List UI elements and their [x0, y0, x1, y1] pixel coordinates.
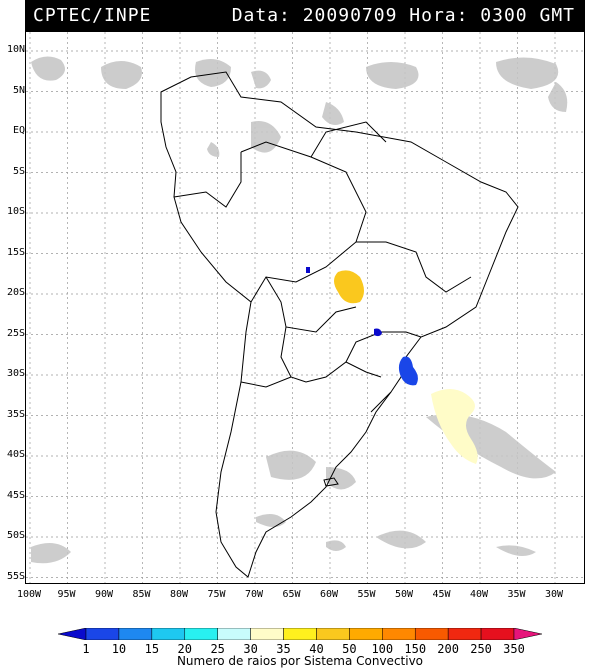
legend-label: 50 [342, 642, 357, 656]
lat-label: 5S [12, 165, 25, 177]
legend-label: 150 [404, 642, 427, 656]
legend-swatch [349, 628, 383, 640]
legend-label: 350 [503, 642, 525, 656]
cloud-cover [31, 56, 568, 564]
color-legend [58, 628, 542, 640]
legend-swatch [316, 628, 350, 640]
graticule [26, 32, 584, 583]
lat-label: 5N [12, 84, 25, 96]
legend-swatch [414, 628, 449, 640]
lat-label: 10N [6, 44, 25, 55]
legend-swatch [184, 628, 218, 640]
lon-label: 45W [432, 589, 451, 600]
legend-swatch [283, 628, 317, 640]
legend-label: 250 [470, 642, 492, 656]
lon-label: 40W [469, 589, 489, 600]
country-borders [160, 71, 519, 578]
hour-value: 0300 GMT [480, 5, 575, 26]
lon-label: 35W [507, 589, 526, 600]
legend-swatch [382, 628, 416, 640]
hour-label: Hora: [409, 5, 469, 26]
legend-label: 200 [437, 642, 459, 656]
lon-label: 100W [16, 589, 42, 600]
map-header: CPTEC/INPE Data: 20090709 Hora: 0300 GMT [25, 0, 585, 31]
lon-label: 75W [207, 589, 226, 600]
legend-label: 25 [210, 642, 225, 656]
lon-label: 30W [544, 589, 564, 600]
date-value: 20090709 [302, 5, 398, 26]
legend-label: 100 [371, 642, 394, 656]
legend-swatch [217, 628, 251, 640]
legend-swatch [85, 628, 120, 640]
convective-systems [306, 267, 478, 464]
lat-label: 30S [6, 368, 25, 379]
legend-label: 1 [82, 642, 90, 656]
lat-label: 45S [6, 489, 25, 501]
legend-label: 15 [144, 642, 160, 656]
legend-label: 20 [177, 642, 192, 656]
lon-label: 95W [57, 589, 76, 600]
lat-label: 20S [6, 287, 25, 298]
lon-label: 70W [244, 589, 264, 600]
legend-swatch [151, 628, 186, 640]
lat-label: EQ [12, 125, 25, 136]
lat-label: 25S [6, 327, 25, 339]
map-area [25, 31, 585, 584]
date-time-label: Data: 20090709 Hora: 0300 GMT [232, 5, 575, 26]
legend-label: 40 [309, 642, 324, 656]
legend-swatch [250, 628, 284, 640]
lon-label: 55W [357, 589, 376, 600]
lon-label: 85W [132, 589, 151, 600]
lat-label: 15S [6, 246, 25, 258]
agency-label: CPTEC/INPE [33, 5, 152, 26]
legend-label: 10 [111, 642, 127, 656]
legend-swatch [58, 628, 87, 640]
legend-swatch [447, 628, 482, 640]
lon-label: 50W [394, 589, 414, 600]
lat-label: 50S [6, 530, 25, 541]
lon-label: 65W [282, 589, 301, 600]
lat-label: 35S [6, 408, 25, 420]
legend-label: 35 [276, 642, 291, 656]
legend-swatch [513, 628, 542, 640]
lat-label: 55S [6, 570, 25, 582]
legend-title: Numero de raios por Sistema Convectivo [176, 654, 424, 668]
legend-swatch [118, 628, 153, 640]
legend-swatch [480, 628, 515, 640]
legend-label: 30 [243, 642, 258, 656]
lat-label: 40S [6, 449, 25, 460]
lon-label: 60W [319, 589, 339, 600]
lat-label: 10S [6, 206, 25, 217]
lon-label: 90W [94, 589, 114, 600]
date-label: Data: [231, 5, 291, 26]
map-canvas [26, 32, 584, 583]
lon-label: 80W [169, 589, 189, 600]
